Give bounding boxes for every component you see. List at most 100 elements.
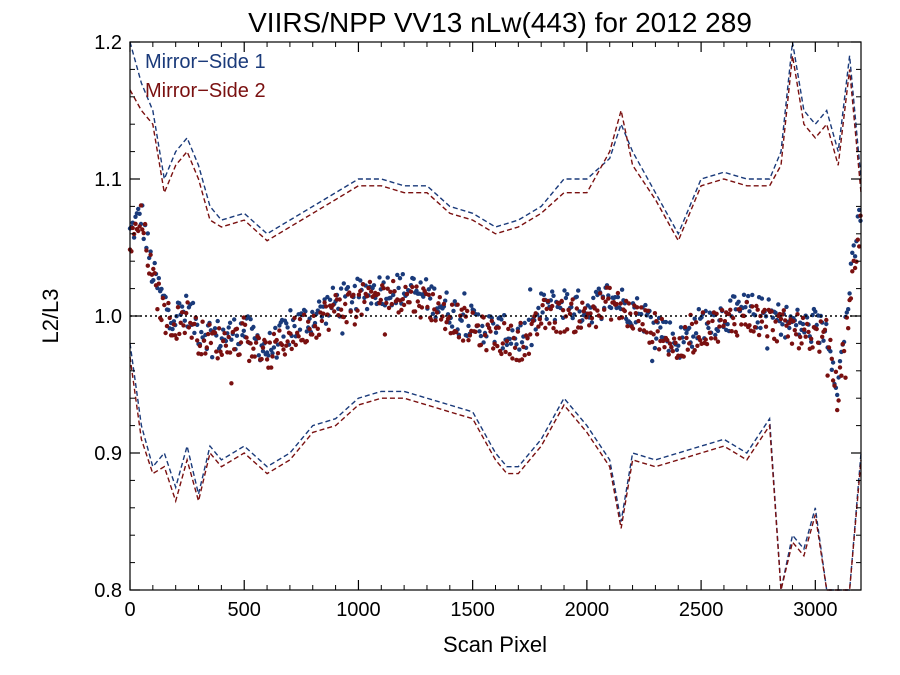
mirror-side-2-point [500,341,505,346]
mirror-side-2-point [515,329,521,334]
mirror-side-1-point [218,343,223,349]
mirror-side-1-point [341,281,346,286]
mirror-side-2-point [496,325,501,330]
mirror-side-2-point [822,327,828,332]
mirror-side-2-point [182,330,187,336]
mirror-side-2-point [837,365,843,370]
mirror-side-1-point [226,325,231,330]
mirror-side-2-point [830,378,836,383]
mirror-side-2-point [319,318,325,324]
mirror-side-2-point [181,323,186,328]
mirror-side-2-point [407,300,412,305]
mirror-side-2-point [203,351,208,356]
mirror-side-2-point [288,331,293,336]
mirror-side-1-point [732,294,737,299]
mirror-side-2-point [337,297,342,302]
mirror-side-1-point [696,307,701,312]
mirror-side-2-point [306,319,311,324]
mirror-side-1-point [395,272,400,278]
mirror-side-2-point [144,248,149,253]
mirror-side-2-point [848,296,854,301]
mirror-side-1-point [514,342,519,347]
mirror-side-1-point [288,308,293,313]
mirror-side-1-point [551,293,556,298]
mirror-side-2-point [622,308,627,314]
mirror-side-1-point [281,334,286,339]
mirror-side-2-point [614,301,619,307]
mirror-side-2-point [551,326,556,331]
mirror-side-2-point [253,340,259,345]
mirror-side-2-point [506,326,511,332]
mirror-side-2-point [774,339,780,344]
mirror-side-2-point [162,302,167,308]
mirror-side-2-point [765,334,770,339]
mirror-side-2-point [392,289,397,294]
mirror-side-2-point [682,324,688,330]
mirror-side-2-point [785,334,791,339]
y-axis-label: L2/L3 [38,288,63,343]
mirror-side-1-point [310,309,315,315]
mirror-side-2-point [311,313,316,318]
mirror-side-1-point [151,278,156,283]
mirror-side-1-point [340,331,345,336]
mirror-side-2-point [687,341,692,346]
mirror-side-2-point [241,315,246,320]
mirror-side-1-point [430,311,436,316]
mirror-side-2-point [852,265,858,271]
mirror-side-2-point [773,319,778,324]
mirror-side-1-point [830,360,836,365]
mirror-side-1-point [444,290,449,295]
mirror-side-1-point [550,289,555,294]
mirror-side-2-point [737,307,743,312]
mirror-side-2-point [247,358,252,364]
mirror-side-2-point [212,330,218,335]
mirror-side-2-point [744,300,749,305]
mirror-side-1-point [426,287,431,292]
mirror-side-1-point [273,325,278,331]
mirror-side-2-point [358,288,363,294]
mirror-side-2-point [722,319,728,324]
mirror-side-2-point [729,329,734,334]
mirror-side-1-point [852,254,858,259]
mirror-side-1-point [199,329,204,335]
y-tick-label: 0.9 [94,443,122,465]
mirror-side-1-point [377,275,382,280]
mirror-side-2-point [824,317,829,323]
mirror-side-2-point [615,290,621,296]
mirror-side-2-point [433,318,438,323]
mirror-side-2-point [652,311,658,316]
mirror-side-2-point [671,336,677,341]
mirror-side-2-point [237,352,242,357]
mirror-side-1-point [837,359,843,364]
mirror-side-2-point [534,332,540,337]
mirror-side-2-point [645,308,651,313]
mirror-side-2-point [232,347,237,352]
mirror-side-1-point [256,353,261,358]
mirror-side-1-point [813,309,818,314]
mirror-side-2-point [466,338,471,343]
mirror-side-1-point [824,321,829,327]
mirror-side-1-point [529,342,534,348]
mirror-side-2-point [735,333,740,338]
mirror-side-2-point [227,350,233,355]
mirror-side-1-point [536,305,541,311]
mirror-side-2-point [289,346,294,352]
mirror-side-2-point [456,335,462,340]
mirror-side-1-point [284,321,289,326]
mirror-side-2-point [403,284,408,290]
mirror-side-1-point [182,318,187,323]
mirror-side-2-point [630,326,636,331]
mirror-side-2-point [351,292,356,297]
mirror-side-2-point [293,342,298,348]
mirror-side-2-point [321,311,326,316]
mirror-side-2-point [750,304,755,309]
mirror-side-2-point [296,334,301,339]
mirror-side-2-point [792,328,797,333]
mirror-side-2-point [389,301,394,307]
mirror-side-2-point [626,301,632,306]
mirror-side-2-point [160,295,166,301]
mirror-side-2-point [314,335,319,340]
mirror-side-2-point [806,329,811,335]
mirror-side-2-point [223,343,229,348]
mirror-side-1-point [666,348,671,354]
